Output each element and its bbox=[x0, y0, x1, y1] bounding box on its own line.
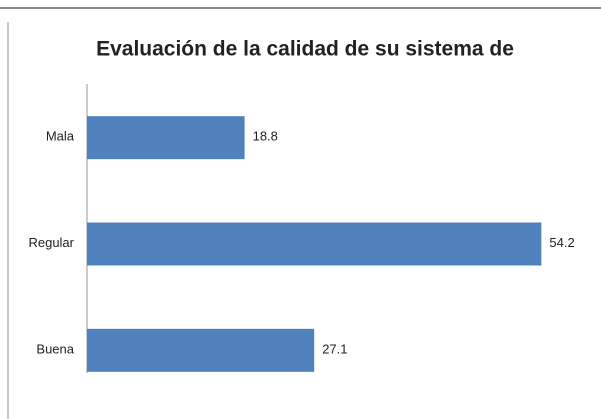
bar bbox=[87, 116, 245, 160]
y-tick-label: Mala bbox=[46, 129, 75, 144]
value-label: 54.2 bbox=[549, 235, 574, 250]
bar bbox=[87, 328, 315, 372]
y-tick-label: Regular bbox=[28, 235, 74, 250]
bar bbox=[87, 222, 542, 266]
value-label: 18.8 bbox=[253, 129, 278, 144]
y-tick-label: Buena bbox=[36, 341, 74, 356]
chart-title: Evaluación de la calidad de su sistema d… bbox=[96, 38, 514, 61]
value-label: 27.1 bbox=[322, 341, 347, 356]
